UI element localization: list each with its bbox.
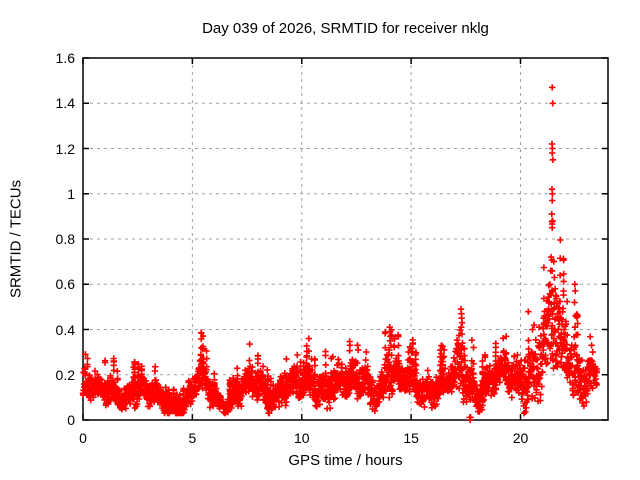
x-tick-label: 15	[403, 430, 419, 446]
y-tick-label: 1.4	[55, 95, 75, 112]
y-tick-label: 1.2	[55, 140, 75, 157]
y-tick-label: 0	[67, 412, 75, 428]
x-tick-label: 10	[293, 430, 310, 446]
y-tick-label: 0.2	[55, 366, 75, 383]
y-axis-label: SRMTID / TECUs	[7, 179, 25, 299]
y-tick-label: 1	[67, 185, 75, 202]
y-tick-label: 0.8	[55, 231, 75, 247]
x-tick-label: 20	[512, 430, 529, 446]
x-tick-label: 5	[188, 430, 197, 446]
y-tick-label: 1.6	[55, 50, 75, 66]
scatter-points	[79, 84, 601, 424]
x-axis-label: GPS time / hours	[288, 452, 403, 469]
y-tick-label: 0.6	[55, 276, 75, 293]
chart-title: Day 039 of 2026, SRMTID for receiver nkl…	[202, 20, 489, 37]
x-tick-label: 0	[79, 430, 87, 446]
y-tick-label: 0.4	[55, 321, 75, 338]
